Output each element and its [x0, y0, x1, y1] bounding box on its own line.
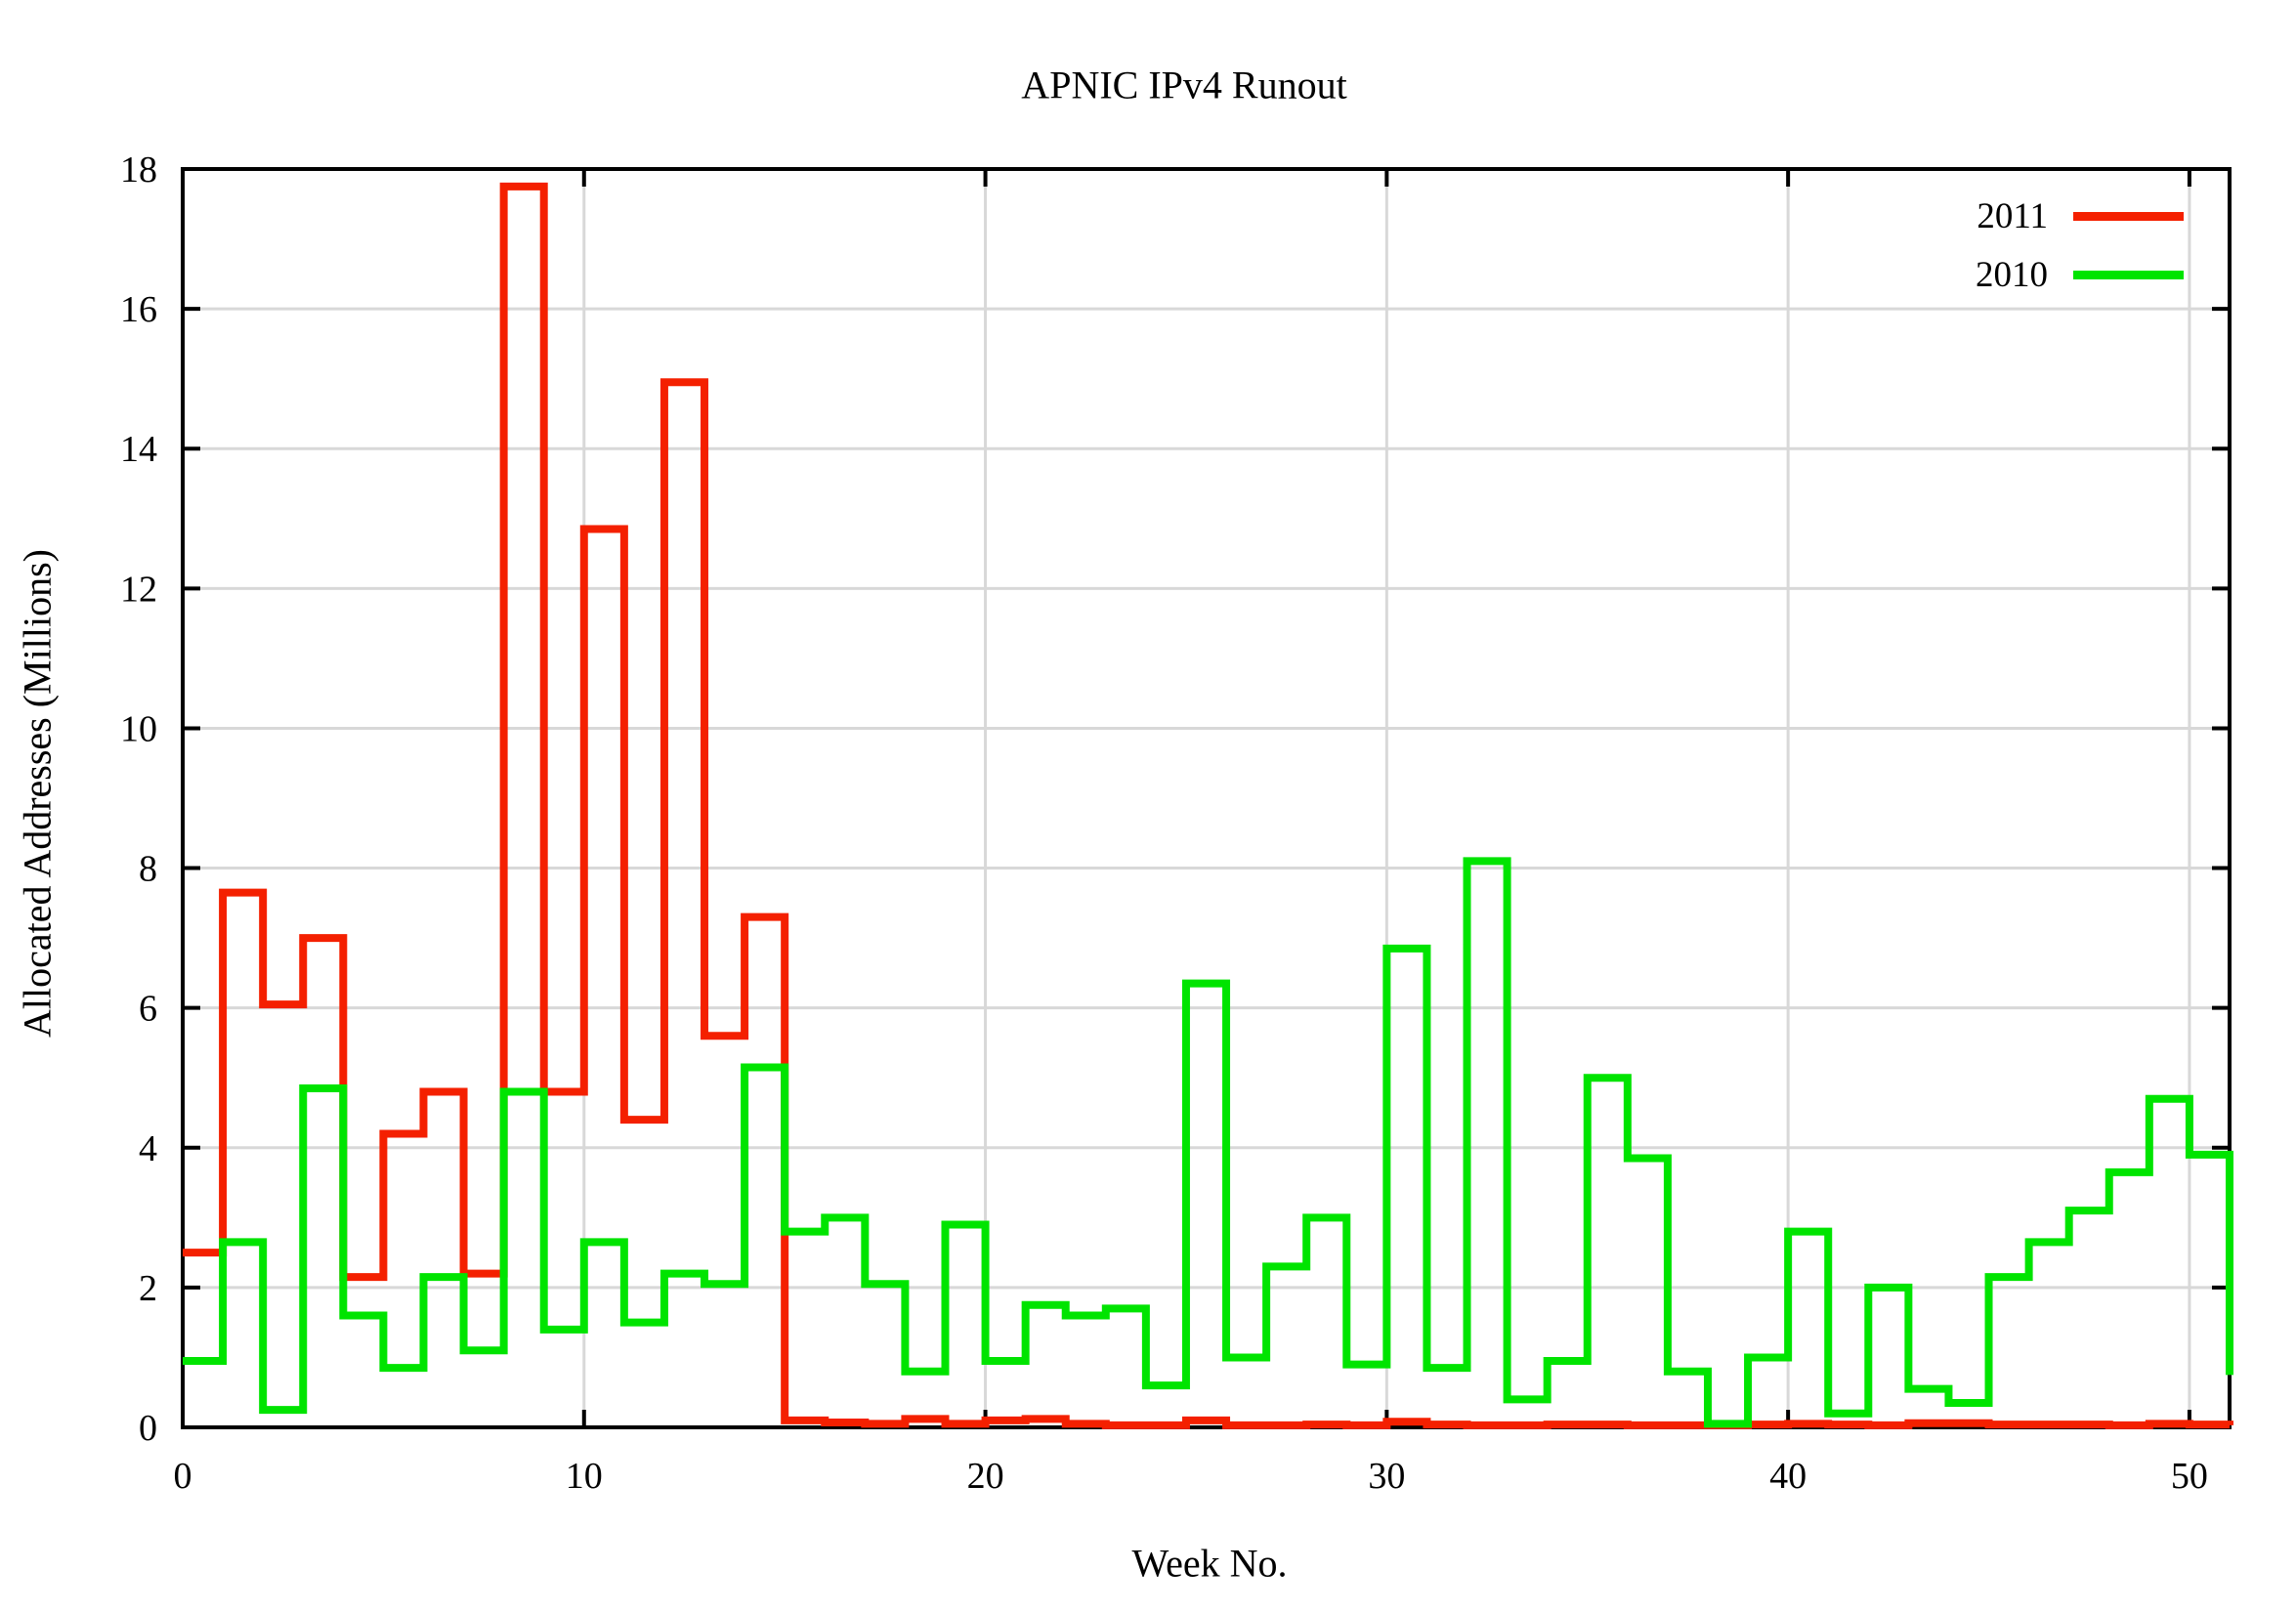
x-tick-label: 50: [2171, 1456, 2208, 1497]
y-tick-label: 16: [120, 289, 157, 330]
plot-border: [181, 167, 2232, 1429]
x-tick-label: 10: [566, 1456, 603, 1497]
y-tick-label: 18: [120, 149, 157, 191]
legend: 2011 2010: [1976, 198, 2184, 293]
series-2010-path: [183, 857, 2233, 1428]
legend-item-2010: 2010: [1976, 257, 2184, 293]
series-2011-path: [183, 182, 2233, 1429]
chart-title: APNIC IPv4 Runout: [1021, 63, 1347, 107]
x-axis-label: Week No.: [1131, 1541, 1288, 1586]
legend-label-2010: 2010: [1976, 255, 2048, 295]
x-tick-label: 20: [967, 1456, 1004, 1497]
legend-swatch-2010: [2073, 271, 2184, 279]
x-tick-label: 40: [1769, 1456, 1807, 1497]
x-tick-label: 30: [1368, 1456, 1405, 1497]
legend-item-2011: 2011: [1977, 198, 2184, 234]
y-tick-label: 6: [139, 989, 157, 1030]
y-tick-label: 14: [120, 429, 157, 470]
legend-label-2011: 2011: [1977, 196, 2048, 236]
y-tick-label: 8: [139, 849, 157, 890]
x-tick-label: 0: [174, 1456, 192, 1497]
y-tick-label: 0: [139, 1408, 157, 1449]
legend-swatch-2011: [2073, 212, 2184, 221]
y-tick-label: 4: [139, 1128, 157, 1169]
y-tick-label: 2: [139, 1268, 157, 1309]
y-tick-label: 10: [120, 708, 157, 749]
y-axis-label: Allocated Addresses (Millions): [15, 549, 60, 1038]
y-tick-label: 12: [120, 569, 157, 610]
